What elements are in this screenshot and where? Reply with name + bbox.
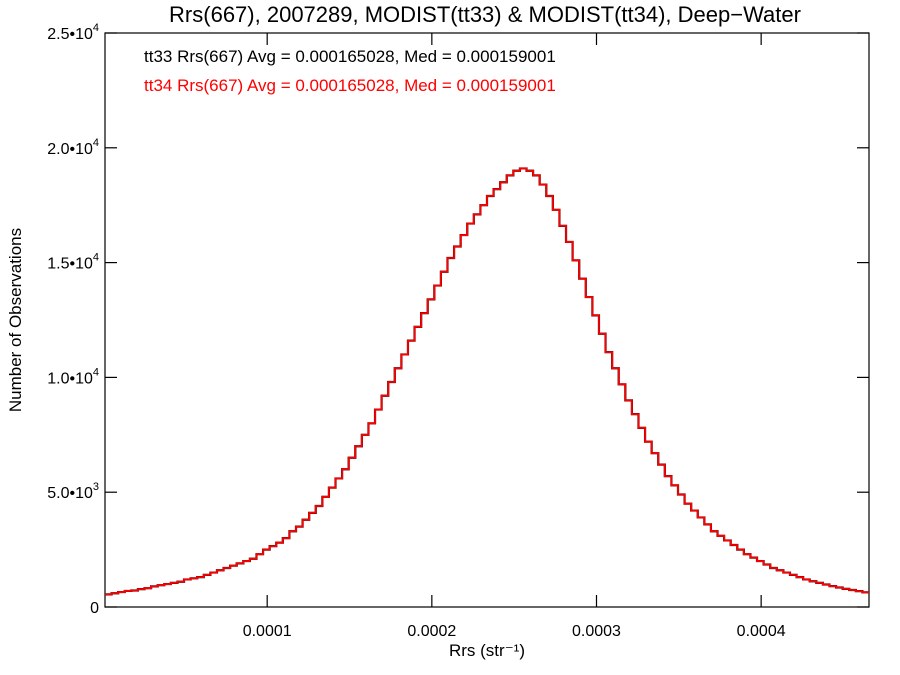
y-tick-mantissa: 1.5•10 [47,256,93,273]
x-tick-label: 0.0001 [243,623,292,640]
y-tick-label: 1.0•104 [47,366,99,387]
y-tick-mantissa: 1.0•10 [47,370,93,387]
y-tick-exponent: 3 [93,481,99,493]
legend-entry: tt33 Rrs(667) Avg = 0.000165028, Med = 0… [144,47,556,66]
legend-entry: tt34 Rrs(667) Avg = 0.000165028, Med = 0… [144,76,556,95]
y-tick-exponent: 4 [93,137,99,149]
x-axis-ticks: 0.0001 0.0002 0.0003 0.0004 [243,33,786,640]
x-tick-label: 0.0002 [407,623,456,640]
y-tick-mantissa: 2.0•10 [47,141,93,158]
y-tick-exponent: 4 [93,366,99,378]
y-axis-label: Number of Observations [6,228,25,412]
y-tick-label: 2.0•104 [47,137,99,158]
x-axis-label: Rrs (str⁻¹) [449,641,525,660]
y-tick-exponent: 4 [93,252,99,264]
y-tick-mantissa: 5.0•10 [47,485,93,502]
y-tick-label: 1.5•104 [47,252,99,273]
chart-title: Rrs(667), 2007289, MODIST(tt33) & MODIST… [169,2,801,27]
y-tick-label: 2.5•104 [47,22,99,43]
plot-frame [104,32,870,608]
series-line-tt34 [105,167,869,596]
series-line-tt33 [105,167,869,596]
y-tick-exponent: 4 [93,22,99,34]
y-tick-mantissa: 0 [90,600,99,617]
legend: tt33 Rrs(667) Avg = 0.000165028, Med = 0… [144,47,556,95]
series-layer [105,167,869,596]
x-tick-label: 0.0003 [572,623,621,640]
x-tick-label: 0.0004 [737,623,786,640]
y-tick-label: 5.0•103 [47,481,99,502]
y-tick-mantissa: 2.5•10 [47,26,93,43]
y-tick-label: 0 [90,600,99,617]
